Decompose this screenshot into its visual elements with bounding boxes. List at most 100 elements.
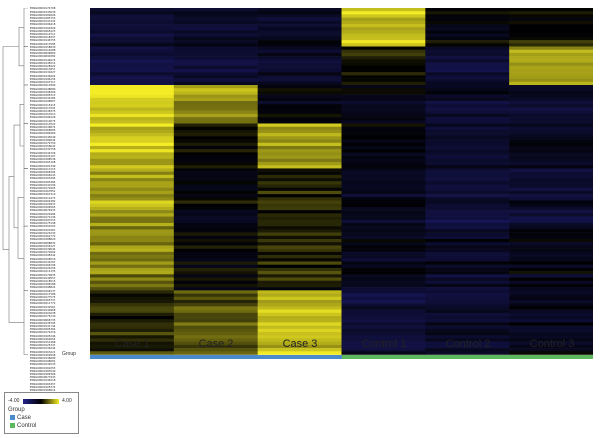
- heatmap-cell: [341, 258, 426, 262]
- heatmap-cell: [257, 245, 342, 249]
- row-label: ENSG00000145012: [30, 61, 56, 65]
- heatmap-cell: [173, 155, 258, 160]
- heatmap-cell: [509, 213, 593, 217]
- row-label: ENSG00000124107: [30, 154, 56, 158]
- heatmap-cell: [257, 335, 342, 339]
- heatmap-cell: [173, 319, 258, 323]
- heatmap-cell: [425, 325, 510, 330]
- heatmap-cell: [90, 293, 175, 298]
- heatmap: [90, 8, 593, 355]
- row-label: ENSG00000112473: [30, 196, 56, 200]
- heatmap-cell: [341, 110, 426, 115]
- heatmap-cell: [341, 59, 426, 63]
- heatmap-cell: [257, 33, 342, 38]
- heatmap-cell: [90, 171, 175, 176]
- heatmap-cell: [90, 190, 175, 195]
- heatmap-cell: [425, 203, 510, 208]
- row-label: ENSG00000134602: [30, 74, 56, 78]
- heatmap-cell: [509, 85, 593, 89]
- row-label: ENSG00000088832: [30, 241, 56, 245]
- heatmap-cell: [173, 271, 258, 275]
- heatmap-cell: [341, 40, 426, 44]
- heatmap-cell: [341, 113, 426, 118]
- heatmap-cell: [90, 97, 175, 102]
- row-label: ENSG00000171236: [30, 215, 56, 219]
- heatmap-cell: [90, 78, 175, 83]
- heatmap-cell: [90, 203, 175, 208]
- heatmap-cell: [425, 113, 510, 118]
- row-label: ENSG00000183484: [30, 180, 56, 184]
- heatmap-cell: [173, 232, 258, 237]
- heatmap-cell: [509, 171, 593, 176]
- heatmap-cell: [90, 261, 175, 265]
- heatmap-cell: [509, 158, 593, 163]
- heatmap-cell: [425, 20, 510, 25]
- heatmap-cell: [173, 348, 258, 352]
- heatmap-cell: [509, 11, 593, 15]
- heatmap-cell: [509, 341, 593, 346]
- heatmap-cell: [509, 43, 593, 47]
- heatmap-cell: [90, 344, 175, 349]
- heatmap-cell: [257, 248, 342, 253]
- heatmap-cell: [509, 142, 593, 147]
- heatmap-cell: [90, 351, 175, 355]
- heatmap-cell: [257, 149, 342, 153]
- heatmap-cell: [425, 226, 510, 230]
- heatmap-cell: [90, 104, 175, 108]
- heatmap-cell: [90, 88, 175, 92]
- heatmap-cell: [257, 258, 342, 262]
- dendrogram-branch: [17, 197, 24, 259]
- heatmap-cell: [509, 88, 593, 92]
- row-label: ENSG00000158830: [30, 45, 56, 49]
- heatmap-cell: [341, 184, 426, 188]
- heatmap-cell: [173, 17, 258, 22]
- heatmap-cell: [173, 75, 258, 79]
- dendrogram-branch: [13, 124, 20, 229]
- heatmap-cell: [173, 168, 258, 172]
- heatmap-cell: [257, 62, 342, 67]
- heatmap-cell: [425, 168, 510, 172]
- heatmap-cell: [173, 20, 258, 25]
- heatmap-cell: [257, 30, 342, 34]
- heatmap-cell: [173, 213, 258, 217]
- heatmap-cell: [425, 344, 510, 349]
- heatmap-cell: [90, 129, 175, 134]
- heatmap-cell: [509, 226, 593, 230]
- heatmap-cell: [509, 293, 593, 298]
- heatmap-cell: [257, 316, 342, 320]
- heatmap-cell: [341, 27, 426, 31]
- heatmap-cell: [90, 162, 175, 166]
- column-label-control-3: Control 3: [529, 338, 575, 350]
- heatmap-cell: [341, 274, 426, 278]
- heatmap-cell: [509, 136, 593, 140]
- heatmap-cell: [173, 174, 258, 179]
- heatmap-cell: [509, 129, 593, 134]
- heatmap-cell: [341, 219, 426, 224]
- heatmap-cell: [509, 30, 593, 34]
- heatmap-cell: [173, 178, 258, 182]
- heatmap-cell: [90, 235, 175, 240]
- heatmap-cell: [341, 17, 426, 22]
- heatmap-cell: [425, 328, 510, 333]
- heatmap-cell: [257, 306, 342, 310]
- row-label: ENSG00000110075: [30, 119, 56, 123]
- heatmap-cell: [341, 197, 426, 201]
- heatmap-cell: [509, 277, 593, 282]
- heatmap-cell: [173, 56, 258, 60]
- heatmap-cell: [90, 168, 175, 172]
- heatmap-cell: [341, 78, 426, 83]
- row-label: ENSG00000188536: [30, 158, 56, 162]
- row-label: ENSG00000123243: [30, 231, 56, 235]
- heatmap-cell: [257, 274, 342, 278]
- heatmap-cell: [173, 267, 258, 272]
- heatmap-cell: [341, 255, 426, 259]
- row-label: ENSG00000138795: [30, 321, 56, 325]
- heatmap-cell: [90, 287, 175, 291]
- heatmap-cell: [425, 85, 510, 89]
- heatmap-cell: [90, 36, 175, 41]
- heatmap-cell: [425, 101, 510, 105]
- heatmap-cell: [341, 94, 426, 99]
- heatmap-cell: [425, 296, 510, 301]
- row-label: ENSG00000172602: [30, 251, 56, 255]
- heatmap-cell: [509, 210, 593, 214]
